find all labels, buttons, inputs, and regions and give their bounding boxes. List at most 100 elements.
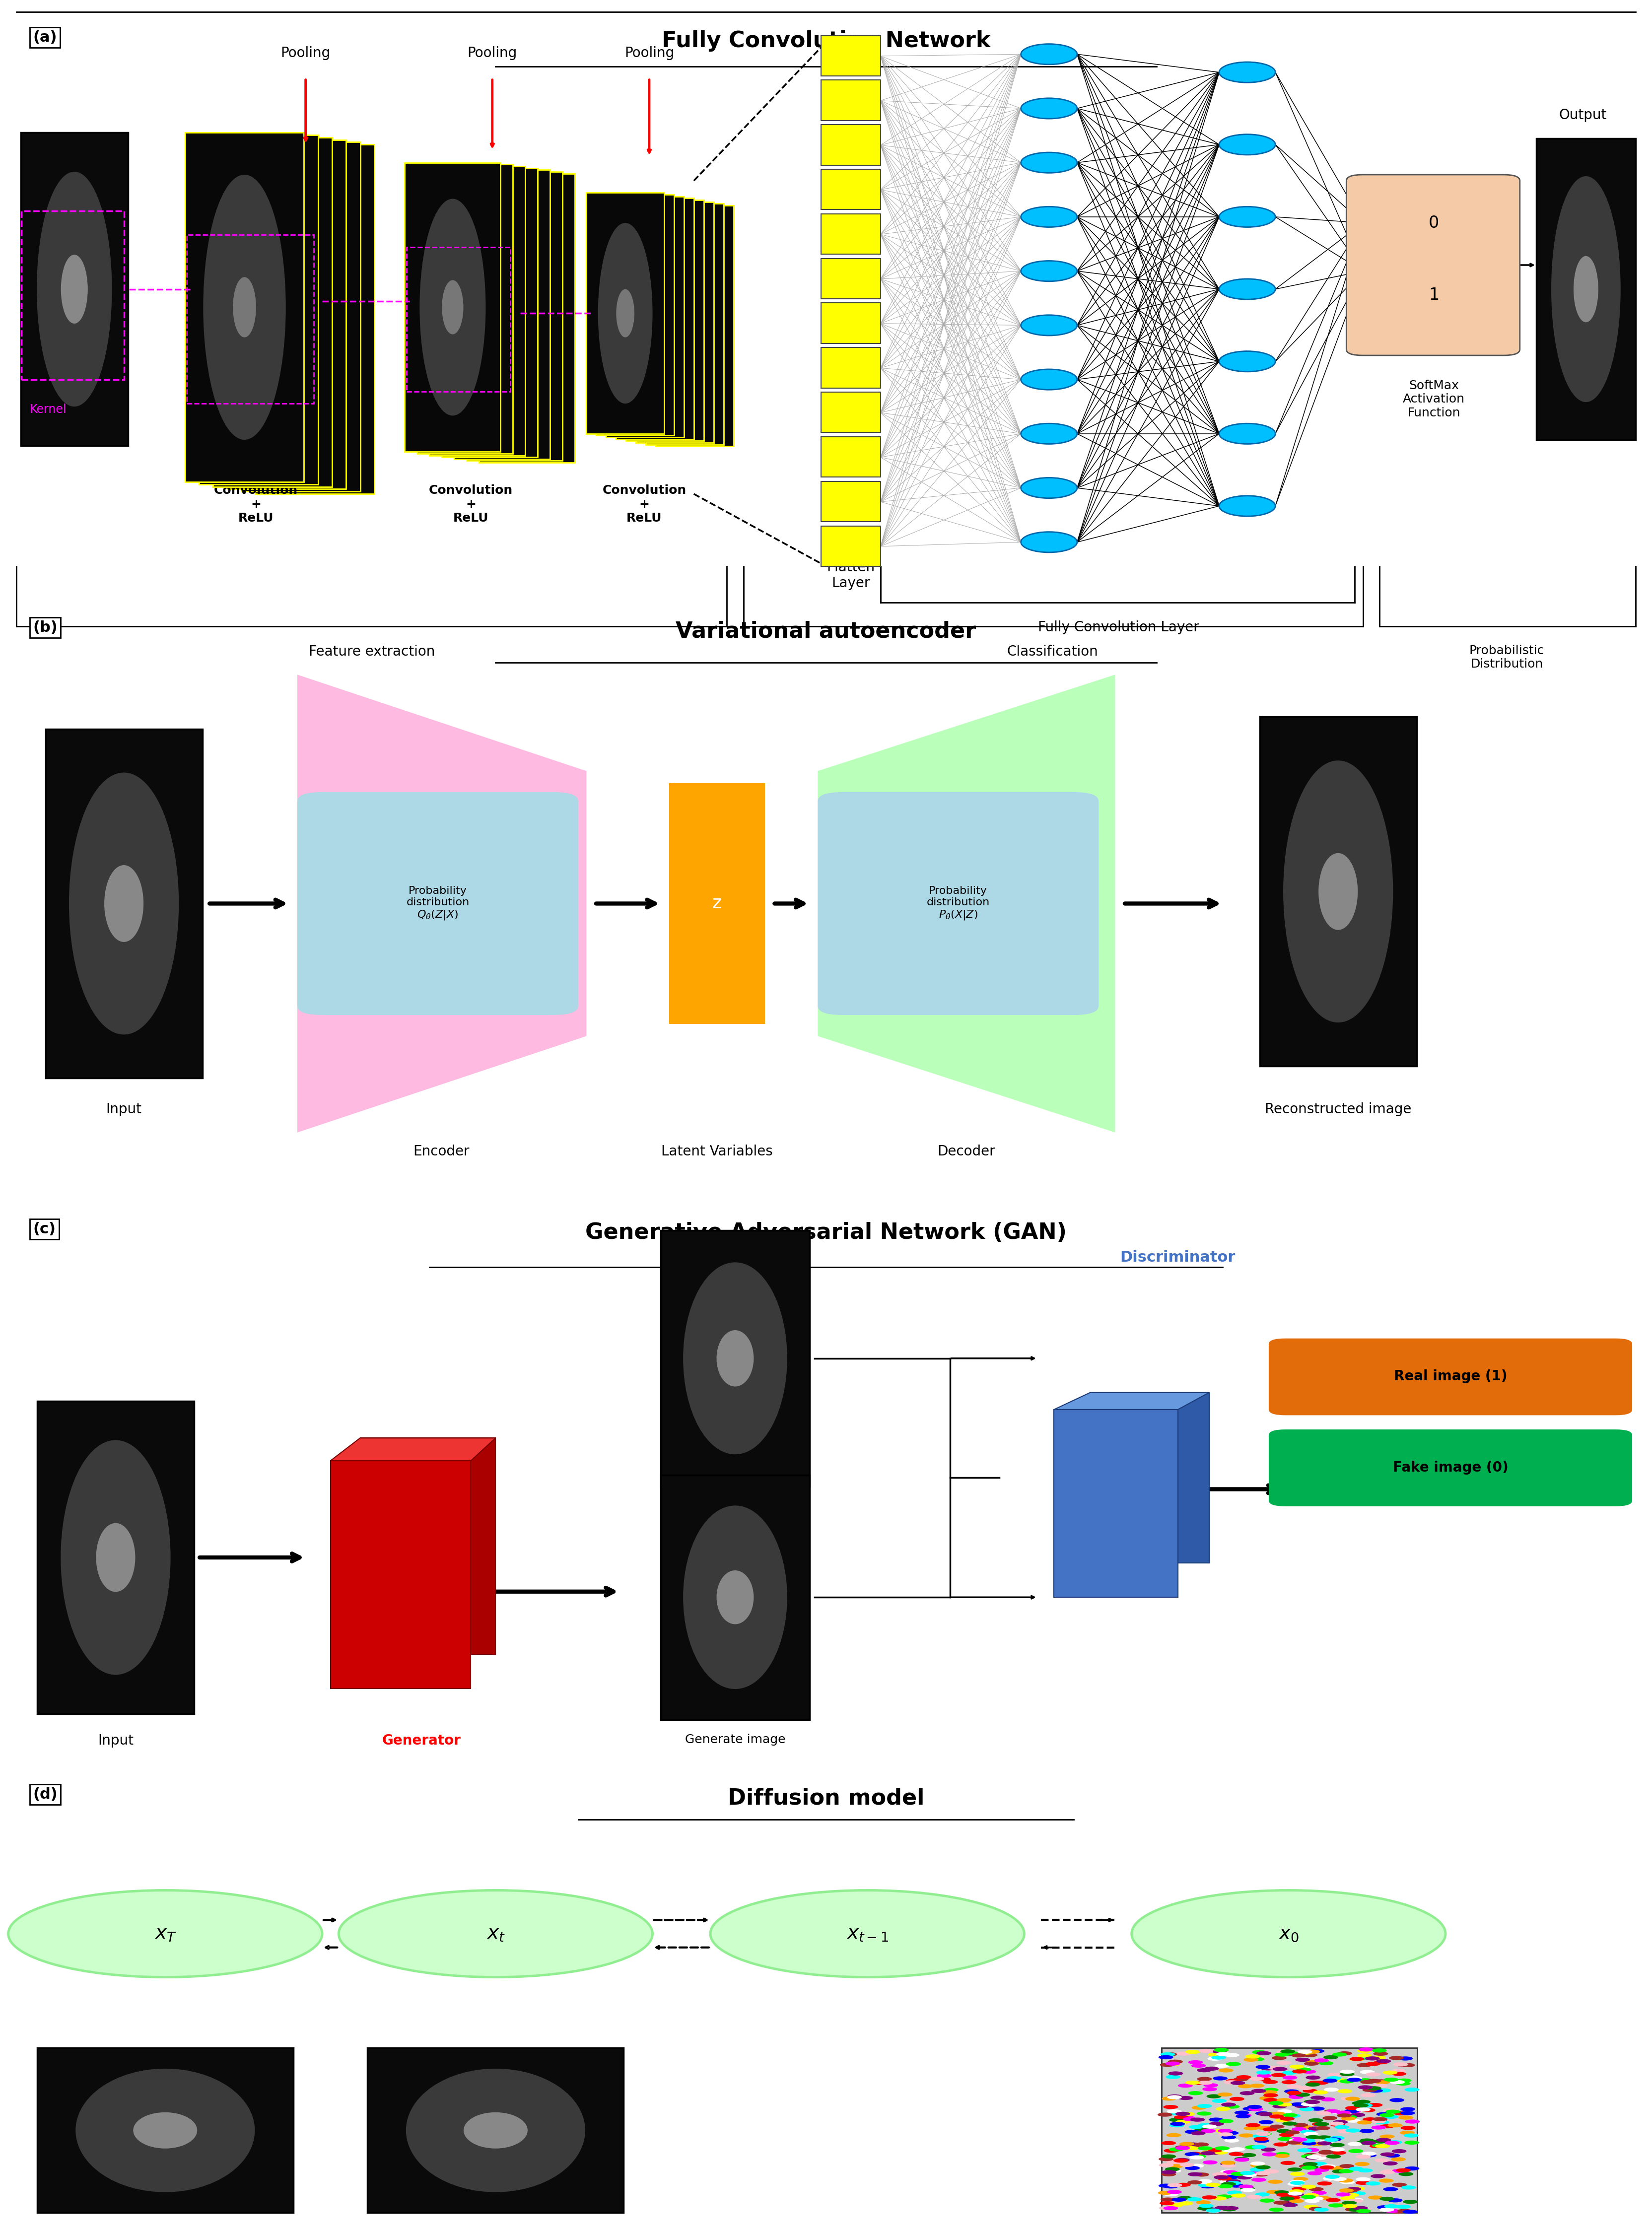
Circle shape xyxy=(1379,2124,1394,2128)
Circle shape xyxy=(1312,2153,1327,2157)
Point xyxy=(1209,419,1229,446)
Line: 2 pts: 2 pts xyxy=(1077,270,1219,433)
Circle shape xyxy=(1275,2153,1290,2157)
Line: 2 pts: 2 pts xyxy=(881,270,1021,279)
Point xyxy=(1011,419,1031,446)
Circle shape xyxy=(1196,2200,1211,2204)
Point xyxy=(1067,475,1087,502)
Point xyxy=(1067,203,1087,230)
Circle shape xyxy=(1303,2153,1318,2157)
Circle shape xyxy=(1269,2209,1284,2211)
Circle shape xyxy=(1383,2115,1398,2119)
Ellipse shape xyxy=(479,286,501,339)
Point xyxy=(1011,312,1031,339)
Point xyxy=(871,489,890,515)
Ellipse shape xyxy=(443,281,463,335)
Circle shape xyxy=(1262,2153,1277,2157)
Point xyxy=(871,132,890,158)
Circle shape xyxy=(1370,2144,1384,2148)
Point xyxy=(1209,203,1229,230)
Circle shape xyxy=(1341,2115,1356,2119)
Point xyxy=(1011,203,1031,230)
Point xyxy=(871,399,890,426)
Point xyxy=(1067,40,1087,67)
Circle shape xyxy=(1201,2128,1216,2133)
Line: 2 pts: 2 pts xyxy=(881,54,1021,323)
Circle shape xyxy=(1234,2157,1249,2162)
Circle shape xyxy=(1168,2204,1183,2206)
Point xyxy=(1011,203,1031,230)
Line: 2 pts: 2 pts xyxy=(881,56,1021,326)
Point xyxy=(1011,366,1031,393)
Line: 2 pts: 2 pts xyxy=(1077,71,1219,489)
Point xyxy=(1011,96,1031,123)
Point xyxy=(1011,475,1031,502)
Point xyxy=(1209,493,1229,520)
Circle shape xyxy=(1021,370,1077,390)
Ellipse shape xyxy=(1284,761,1393,1022)
Circle shape xyxy=(1290,2171,1305,2175)
Line: 2 pts: 2 pts xyxy=(881,100,1021,326)
Point xyxy=(871,399,890,426)
FancyBboxPatch shape xyxy=(596,194,674,435)
Text: Variational autoencoder: Variational autoencoder xyxy=(676,620,976,643)
Point xyxy=(1011,149,1031,176)
Circle shape xyxy=(1340,2164,1355,2169)
Line: 2 pts: 2 pts xyxy=(1077,71,1219,379)
Point xyxy=(1067,40,1087,67)
Ellipse shape xyxy=(717,1330,753,1385)
Ellipse shape xyxy=(1574,257,1599,321)
Text: Input: Input xyxy=(97,1733,134,1747)
Line: 2 pts: 2 pts xyxy=(1077,216,1219,433)
Circle shape xyxy=(1229,2153,1244,2155)
Circle shape xyxy=(1242,2173,1257,2177)
Line: 2 pts: 2 pts xyxy=(881,279,1021,433)
Line: 2 pts: 2 pts xyxy=(881,54,1021,234)
Point xyxy=(1209,58,1229,85)
Ellipse shape xyxy=(218,176,301,442)
Circle shape xyxy=(1191,2082,1206,2086)
Circle shape xyxy=(1163,2184,1178,2189)
Circle shape xyxy=(1219,2119,1234,2124)
Point xyxy=(1011,96,1031,123)
Point xyxy=(871,265,890,292)
Circle shape xyxy=(1158,2191,1173,2195)
Circle shape xyxy=(1237,2113,1252,2117)
Circle shape xyxy=(1226,2061,1241,2066)
Point xyxy=(871,489,890,515)
Text: Real image (1): Real image (1) xyxy=(1394,1370,1507,1383)
Line: 2 pts: 2 pts xyxy=(1077,216,1219,326)
Circle shape xyxy=(1396,2082,1411,2086)
Line: 2 pts: 2 pts xyxy=(881,413,1021,542)
Point xyxy=(1067,475,1087,502)
Text: Latent Variables: Latent Variables xyxy=(661,1145,773,1158)
Circle shape xyxy=(1298,2050,1313,2055)
Circle shape xyxy=(1374,2119,1389,2124)
Circle shape xyxy=(1198,2206,1213,2211)
Point xyxy=(1209,348,1229,375)
Point xyxy=(1209,419,1229,446)
Circle shape xyxy=(1176,2182,1191,2186)
Circle shape xyxy=(1341,2097,1356,2102)
Circle shape xyxy=(1404,2133,1419,2137)
Circle shape xyxy=(1360,2079,1374,2084)
Point xyxy=(871,444,890,471)
Circle shape xyxy=(1363,2117,1378,2122)
Circle shape xyxy=(1404,2166,1419,2171)
Line: 2 pts: 2 pts xyxy=(1077,270,1219,361)
Circle shape xyxy=(1275,2117,1290,2122)
Circle shape xyxy=(1218,2102,1232,2104)
Circle shape xyxy=(1246,2055,1260,2059)
Circle shape xyxy=(1302,2142,1317,2146)
Circle shape xyxy=(1297,2148,1312,2153)
Point xyxy=(871,221,890,248)
Point xyxy=(1067,475,1087,502)
FancyBboxPatch shape xyxy=(45,730,203,1078)
Point xyxy=(1011,96,1031,123)
Point xyxy=(1067,475,1087,502)
Circle shape xyxy=(1256,2077,1270,2082)
Point xyxy=(1067,203,1087,230)
Circle shape xyxy=(1282,2122,1297,2126)
Line: 2 pts: 2 pts xyxy=(1077,54,1219,71)
Line: 2 pts: 2 pts xyxy=(1077,216,1219,361)
